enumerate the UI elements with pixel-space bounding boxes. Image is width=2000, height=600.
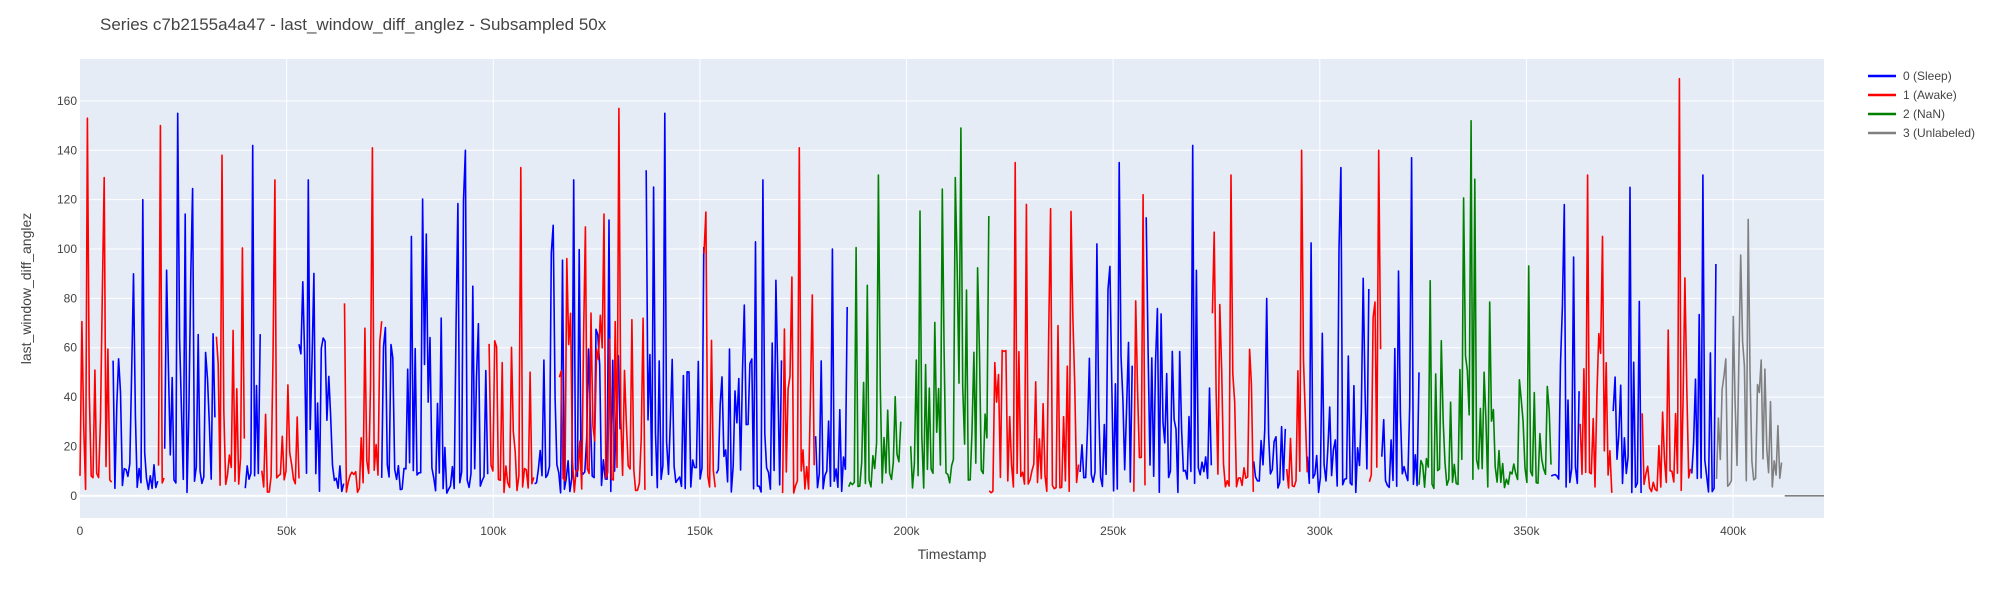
x-tick-label: 0 (77, 524, 84, 538)
y-tick-label: 140 (57, 143, 77, 157)
series-line-segment (163, 112, 216, 494)
series-line-segment (1306, 166, 1370, 494)
y-tick-label: 40 (64, 390, 78, 404)
legend-item[interactable]: 1 (Awake) (1868, 88, 1957, 102)
series-2-nan- (847, 119, 1552, 490)
series-line-segment (343, 147, 383, 494)
y-axis-title: last_window_diff_anglez (18, 213, 34, 365)
series-line-segment (79, 117, 113, 491)
series-line-segment (1612, 186, 1642, 494)
series-line-segment (488, 166, 535, 494)
series-line-segment (112, 198, 159, 491)
x-tick-label: 300k (1307, 524, 1334, 538)
series-line-segment (1381, 156, 1420, 489)
series-line-segment (1715, 218, 1783, 488)
series-1-awake- (79, 77, 1692, 494)
series-line-segment (1641, 77, 1692, 493)
y-tick-label: 0 (70, 489, 77, 503)
y-tick-label: 20 (64, 439, 78, 453)
series-line-segment (703, 211, 716, 488)
legend-item[interactable]: 3 (Unlabeled) (1868, 126, 1975, 140)
legend-label: 1 (Awake) (1903, 88, 1957, 102)
series-line-segment (847, 174, 902, 488)
series-line-segment (1579, 174, 1613, 493)
y-tick-label: 160 (57, 94, 77, 108)
series-line-segment (1418, 119, 1552, 490)
series-3-unlabeled- (1715, 218, 1824, 497)
series-line-segment (244, 144, 261, 489)
legend-item[interactable]: 0 (Sleep) (1868, 69, 1952, 83)
x-tick-label: 50k (277, 524, 297, 538)
chart-title: Series c7b2155a4a47 - last_window_diff_a… (100, 15, 607, 34)
series-line-segment (534, 179, 621, 494)
y-tick-label: 60 (64, 341, 78, 355)
legend-label: 2 (NaN) (1903, 107, 1945, 121)
series-lines (79, 77, 1824, 497)
legend[interactable]: 0 (Sleep) 1 (Awake) 2 (NaN) 3 (Unlabeled) (1868, 69, 1975, 140)
series-line-segment (380, 149, 489, 494)
y-tick-label: 120 (57, 193, 77, 207)
series-line-segment (1145, 144, 1213, 494)
x-tick-label: 350k (1513, 524, 1540, 538)
y-tick-label: 100 (57, 242, 77, 256)
x-tick-label: 150k (687, 524, 714, 538)
series-line-segment (645, 112, 705, 490)
series-line-segment (715, 179, 783, 493)
series-line-segment (1252, 297, 1287, 489)
series-line-segment (988, 161, 1080, 494)
series-line-segment (1550, 203, 1580, 488)
series-line-segment (1368, 149, 1382, 483)
series-line-segment (909, 127, 990, 489)
legend-label: 3 (Unlabeled) (1903, 126, 1975, 140)
series-line-segment (1133, 193, 1146, 492)
x-tick-label: 100k (480, 524, 507, 538)
series-0-sleep- (112, 112, 1717, 494)
legend-label: 0 (Sleep) (1903, 69, 1952, 83)
x-tick-label: 250k (1100, 524, 1127, 538)
x-tick-label: 400k (1720, 524, 1747, 538)
series-line-segment (1211, 174, 1255, 492)
x-tick-label: 200k (894, 524, 921, 538)
series-line-segment (558, 107, 646, 493)
axes: 0 50k 100k 150k 200k 250k 300k 350k 400k 0 20 40 60 8… (57, 94, 1747, 538)
legend-item[interactable]: 2 (NaN) (1868, 107, 1945, 121)
series-line-segment (261, 179, 300, 493)
series-line-segment (157, 124, 165, 484)
series-line-segment (781, 147, 815, 494)
x-axis-title: Timestamp (918, 546, 987, 562)
series-line-segment (215, 154, 246, 486)
series-line-segment (814, 248, 848, 493)
series-line-segment (1079, 161, 1133, 492)
series-line-segment (1285, 149, 1308, 489)
series-line-segment (1691, 174, 1717, 493)
series-line-segment (298, 179, 345, 493)
y-tick-label: 80 (64, 291, 78, 305)
